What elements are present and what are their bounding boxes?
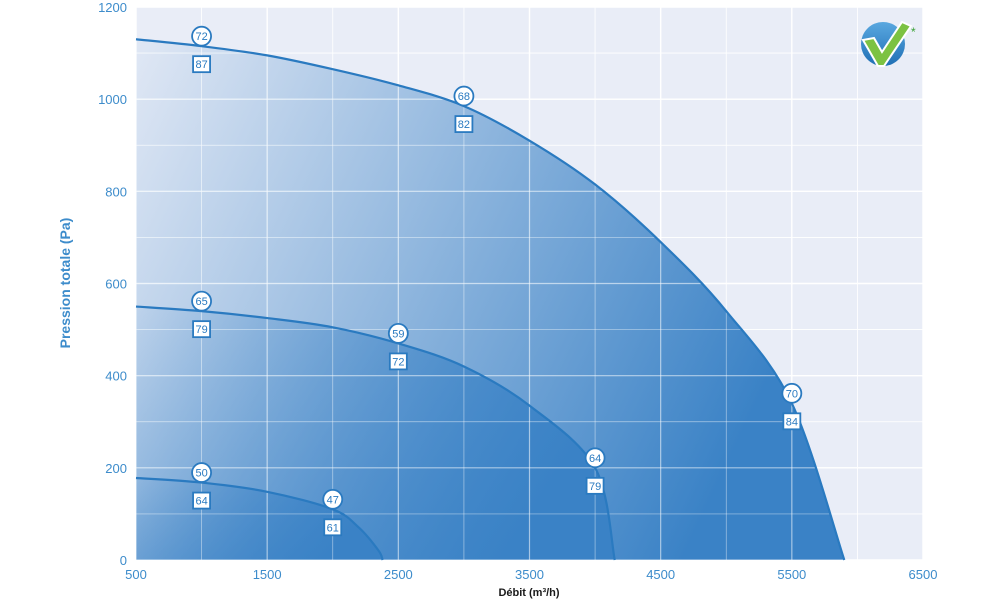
y-tick-labels: 0 200 400 600 800 1000 1200 xyxy=(98,0,127,568)
x-tick-label: 6500 xyxy=(909,567,938,582)
y-axis-label: Pression totale (Pa) xyxy=(57,218,73,349)
sound-level-square xyxy=(192,320,211,339)
sound-level-circle-label: 68 xyxy=(458,91,470,103)
x-tick-label: 4500 xyxy=(646,567,675,582)
sound-level-circle-label: 50 xyxy=(195,468,207,480)
sound-level-circle xyxy=(191,25,212,47)
sound-level-circle-label: 47 xyxy=(327,494,339,506)
y-tick-label: 600 xyxy=(105,277,127,292)
sound-level-square-label: 72 xyxy=(392,356,404,368)
sound-level-circle xyxy=(781,382,803,404)
sound-level-square xyxy=(585,476,605,495)
sound-level-circle xyxy=(584,447,606,469)
x-tick-label: 2500 xyxy=(384,567,413,582)
x-tick-label: 1500 xyxy=(253,567,282,582)
check-mark xyxy=(861,20,913,67)
sound-level-square-label: 82 xyxy=(458,119,470,131)
curve-fills xyxy=(136,39,845,560)
sound-level-square-label: 64 xyxy=(195,496,207,508)
sound-level-square-label: 61 xyxy=(327,522,339,534)
sound-level-square-label: 87 xyxy=(195,59,207,71)
sound-level-circle xyxy=(387,323,409,344)
sound-level-circle xyxy=(191,462,212,483)
sound-level-square xyxy=(782,412,802,431)
sound-level-circle-label: 64 xyxy=(589,453,601,465)
x-tick-label: 3500 xyxy=(515,567,544,582)
sound-level-square-label: 79 xyxy=(195,324,207,336)
logo: * xyxy=(861,20,916,67)
sound-level-square xyxy=(388,352,408,371)
sound-level-circle-label: 65 xyxy=(195,296,207,308)
sound-level-circle-label: 70 xyxy=(786,388,798,400)
sound-level-square xyxy=(192,491,211,510)
y-tick-label: 1000 xyxy=(98,92,127,107)
x-tick-label: 500 xyxy=(125,567,147,582)
sound-level-square-label: 79 xyxy=(589,481,601,493)
x-axis-label: Débit (m³/h) xyxy=(498,587,559,599)
sound-level-square-label: 84 xyxy=(786,416,798,428)
sound-level-square xyxy=(454,115,474,133)
y-tick-label: 0 xyxy=(120,553,127,568)
x-tick-labels: 500 1500 2500 3500 4500 5500 6500 xyxy=(125,567,937,582)
logo-asterisk: * xyxy=(911,25,916,39)
sound-level-circle xyxy=(191,290,212,312)
y-tick-label: 400 xyxy=(105,369,127,384)
sound-level-square xyxy=(192,55,211,74)
x-tick-label: 5500 xyxy=(777,567,806,582)
sound-level-circle xyxy=(453,85,475,107)
sound-level-square xyxy=(323,518,343,537)
sound-level-circle xyxy=(322,488,344,510)
performance-curve xyxy=(135,38,846,561)
y-tick-label: 800 xyxy=(105,184,127,199)
markers: 72 87 68 82 70 84 65 79 59 72 64 79 50 64 47 61 xyxy=(191,25,803,537)
y-tick-label: 1200 xyxy=(98,0,127,15)
y-tick-label: 200 xyxy=(105,461,127,476)
sound-level-circle-label: 72 xyxy=(195,31,207,43)
sound-level-circle-label: 59 xyxy=(392,328,404,340)
